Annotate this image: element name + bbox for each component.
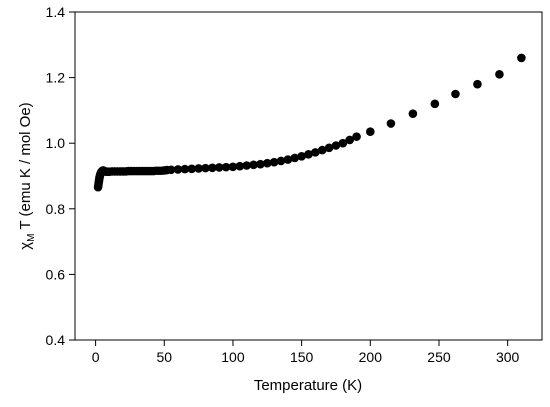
data-point bbox=[495, 70, 504, 79]
data-point bbox=[221, 162, 231, 172]
plot-frame bbox=[74, 11, 543, 341]
y-axis-title-rest: T (emu K / mol Oe) bbox=[17, 102, 34, 233]
x-tick-label: 0 bbox=[92, 349, 100, 365]
data-point bbox=[304, 150, 313, 159]
data-point bbox=[276, 156, 286, 166]
y-tick-label: 1.4 bbox=[46, 4, 66, 20]
y-axis-title-symbol: χ bbox=[17, 242, 34, 250]
data-point bbox=[242, 161, 251, 170]
x-tick-label: 50 bbox=[156, 349, 172, 365]
data-point bbox=[228, 162, 238, 172]
data-point bbox=[311, 148, 320, 157]
x-tick-label: 150 bbox=[290, 349, 314, 365]
data-point bbox=[283, 155, 293, 164]
y-tick-label: 0.4 bbox=[46, 332, 66, 348]
data-point bbox=[180, 164, 190, 174]
x-tick-label: 200 bbox=[359, 349, 383, 365]
data-point bbox=[408, 109, 418, 118]
data-point bbox=[173, 165, 183, 174]
data-point bbox=[352, 132, 361, 141]
data-point bbox=[256, 159, 265, 169]
data-point bbox=[201, 163, 210, 173]
data-point bbox=[166, 165, 176, 175]
data-point bbox=[430, 99, 440, 109]
x-tick-label: 250 bbox=[427, 349, 451, 365]
data-point bbox=[451, 89, 460, 99]
data-point bbox=[269, 157, 279, 167]
x-axis-ticks: 0 50 100 150 200 250 300 bbox=[92, 340, 520, 365]
x-tick-label: 300 bbox=[496, 349, 520, 365]
data-point bbox=[338, 138, 348, 148]
y-tick-label: 1.0 bbox=[46, 135, 66, 151]
data-point bbox=[262, 158, 272, 168]
data-point bbox=[324, 143, 334, 153]
data-point bbox=[249, 160, 258, 170]
y-axis-title-subscript: M bbox=[26, 233, 37, 241]
x-tick-label: 100 bbox=[221, 349, 245, 365]
data-point bbox=[187, 164, 197, 174]
x-axis-title: Temperature (K) bbox=[254, 377, 362, 394]
data-point bbox=[386, 119, 396, 128]
data-point bbox=[473, 79, 482, 89]
data-point bbox=[331, 141, 341, 150]
y-axis-title: χM T (emu K / mol Oe) bbox=[17, 102, 37, 249]
y-tick-label: 1.2 bbox=[46, 70, 66, 86]
data-point bbox=[214, 163, 224, 172]
data-points bbox=[93, 53, 526, 192]
data-point bbox=[208, 163, 217, 173]
y-axis-ticks: 0.4 0.6 0.8 1.0 1.2 1.4 bbox=[46, 4, 75, 348]
data-point bbox=[317, 145, 327, 155]
data-point bbox=[366, 127, 375, 137]
data-point bbox=[297, 152, 306, 161]
data-point bbox=[345, 135, 355, 145]
data-point bbox=[194, 164, 203, 173]
data-point bbox=[235, 161, 245, 171]
data-point bbox=[517, 53, 526, 63]
y-tick-label: 0.8 bbox=[46, 201, 66, 217]
y-tick-label: 0.6 bbox=[46, 266, 66, 282]
data-point bbox=[290, 153, 300, 163]
